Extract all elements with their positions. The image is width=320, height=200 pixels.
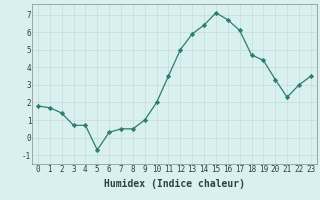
X-axis label: Humidex (Indice chaleur): Humidex (Indice chaleur): [104, 179, 245, 189]
